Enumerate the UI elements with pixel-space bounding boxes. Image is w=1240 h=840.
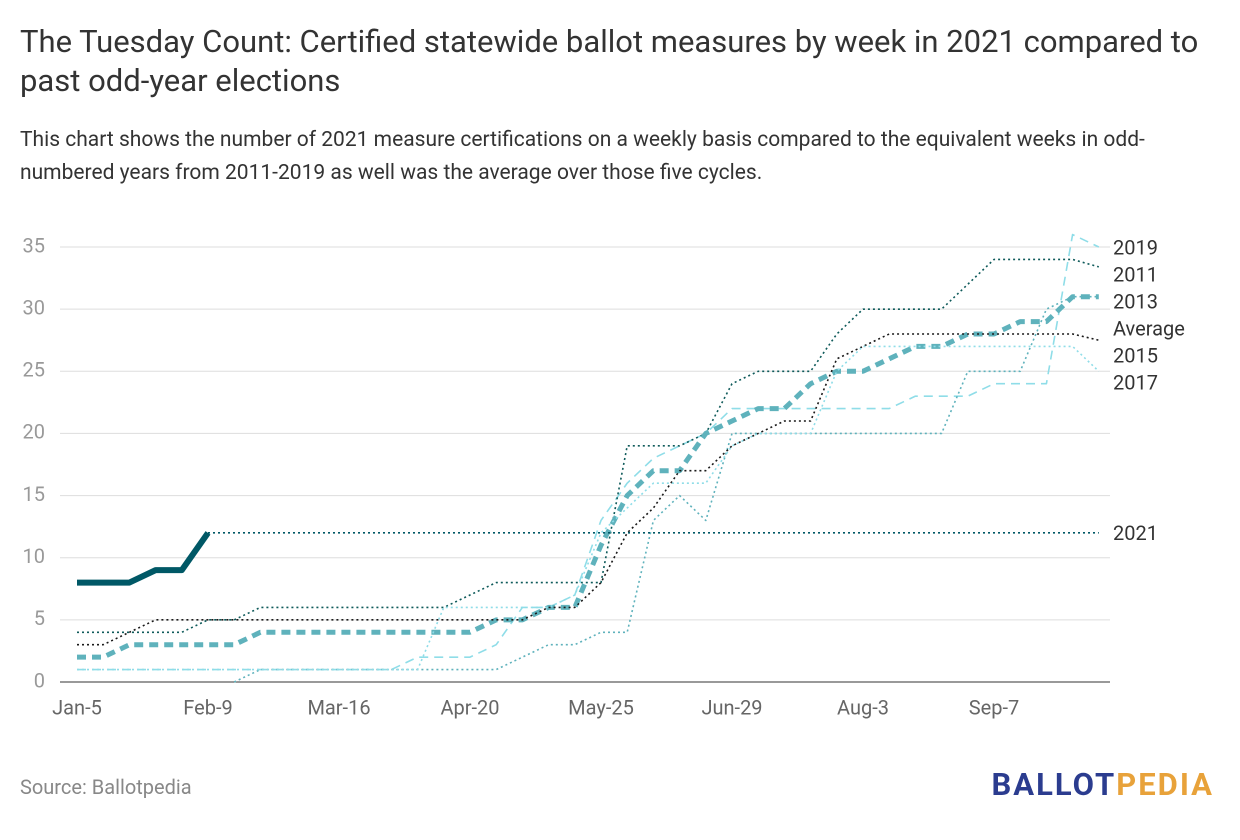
x-tick-label: Mar-16 — [307, 695, 370, 719]
y-tick-label: 25 — [23, 358, 45, 382]
series-label: 2019 — [1113, 235, 1158, 259]
series-label: 2011 — [1113, 262, 1158, 286]
series-label: 2013 — [1113, 289, 1158, 313]
series-label: 2015 — [1113, 343, 1158, 367]
brand-logo: BALLOTPEDIA — [992, 766, 1215, 803]
series-line — [77, 233, 1100, 671]
y-tick-label: 0 — [34, 668, 45, 692]
series-label: 2017 — [1113, 370, 1158, 394]
series-line — [77, 258, 1100, 634]
y-tick-label: 5 — [34, 606, 45, 630]
source: Source: Ballotpedia — [20, 775, 192, 799]
series-line — [77, 531, 211, 586]
x-tick-label: Apr-20 — [440, 695, 499, 719]
series-line — [77, 345, 1100, 671]
y-tick-label: 15 — [23, 482, 45, 506]
y-tick-label: 35 — [23, 233, 45, 257]
series-line — [77, 333, 1099, 646]
x-tick-label: May-25 — [568, 695, 634, 719]
x-tick-label: Jun-29 — [701, 695, 762, 719]
series-line — [77, 294, 1099, 660]
y-tick-label: 20 — [23, 420, 45, 444]
title: The Tuesday Count: Certified statewide b… — [20, 23, 1199, 99]
x-tick-label: Sep-7 — [969, 695, 1019, 719]
brand-part: PEDIA — [1116, 766, 1214, 803]
y-tick-label: 30 — [23, 295, 45, 319]
x-tick-label: Aug-3 — [837, 695, 889, 719]
brand-part: BALLOT — [991, 766, 1117, 803]
series-label: 2021 — [1113, 521, 1158, 545]
subtitle: This chart shows the number of 2021 meas… — [20, 128, 1145, 185]
x-tick-label: Jan-5 — [52, 695, 102, 719]
y-tick-label: 10 — [23, 544, 45, 568]
x-tick-label: Feb-9 — [183, 695, 232, 719]
series-line — [233, 295, 1099, 683]
series-label: Average — [1113, 316, 1185, 340]
